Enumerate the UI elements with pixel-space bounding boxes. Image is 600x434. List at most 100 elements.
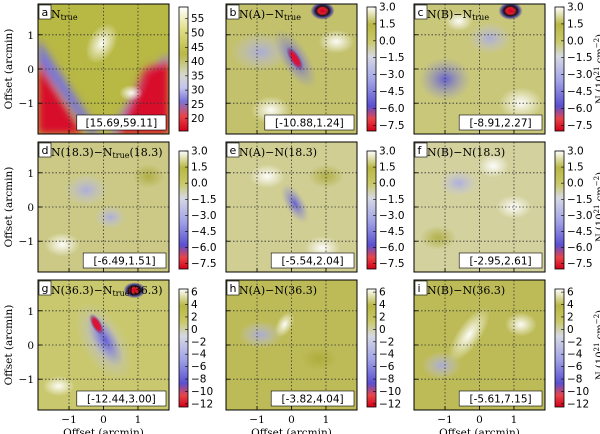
heatmap-blob (307, 164, 344, 189)
colorbar-tick-label: −6 (191, 361, 207, 373)
x-tick-label: 0 (100, 414, 107, 426)
panel-letter: a (42, 6, 49, 19)
colorbar-scale (178, 288, 189, 408)
panel-letter: f (418, 144, 423, 157)
x-tick-label: 1 (135, 414, 142, 426)
heatmap-blob (94, 205, 127, 230)
y-axis-title: Offset (arcmin) (3, 29, 15, 110)
colorbar-tick-label: 3.0 (567, 2, 584, 14)
heatmap-mid-band (108, 53, 169, 134)
panel-title: N(A)−N(18.3) (239, 146, 317, 159)
colorbar-tick-label: 6 (191, 287, 198, 299)
panel-c: c N(B)−Ntrue [-8.91,2.27] 3.0 1.5 0.0 −1.5 −3.0… (413, 2, 600, 135)
colorbar-tick-label: −7.5 (191, 258, 217, 270)
colorbar-scale (366, 6, 377, 132)
x-tick-label: −1 (249, 414, 264, 426)
colorbar-tick-label: 1.5 (567, 18, 584, 30)
colorbar-tick-label: 4 (379, 299, 386, 311)
colorbar-tick-label: 1.5 (379, 162, 396, 174)
colorbar-tick-label: −3.0 (191, 210, 217, 222)
colorbar-tick-label: −4 (379, 349, 395, 361)
heatmap (414, 280, 545, 410)
y-tick-label: 0 (27, 340, 34, 352)
panel-letter: c (418, 6, 424, 19)
colorbar-tick-label: −6 (567, 361, 583, 373)
heatmap-peak (119, 84, 144, 101)
range-label: [-3.82,4.04] (282, 394, 344, 406)
colorbar-tick-label: 0.0 (567, 178, 584, 190)
panel-letter-box (414, 4, 428, 20)
panel-letter: g (42, 282, 49, 295)
heatmap-blob (301, 346, 338, 371)
colorbar-tick-label: 40 (191, 56, 204, 68)
colorbar-tick-label: 0.0 (379, 35, 396, 47)
colorbar-tick-label: −4 (567, 349, 583, 361)
panel-b: b N(A)−Ntrue [-10.88,1.24] 3.0 1.5 0.0 −1.5 −3.… (225, 2, 405, 135)
x-tick-label: 1 (323, 414, 330, 426)
heatmap-min (286, 46, 304, 71)
heatmap-blob (477, 153, 510, 178)
heatmap-blob (419, 57, 472, 102)
heatmap (226, 142, 357, 272)
y-tick-label: 1 (27, 30, 34, 42)
colorbar-scale (178, 150, 189, 270)
y-axis-title: Offset (arcmin) (3, 167, 15, 248)
heatmap-blob (249, 164, 286, 189)
heatmap-blob (64, 173, 109, 206)
range-label-box (458, 390, 543, 407)
colorbar-tick-label: −3.0 (379, 69, 405, 81)
heatmap-blob (318, 29, 355, 54)
colorbar-tick-label: −2 (567, 336, 582, 348)
colorbar: 3.0 1.5 0.0 −1.5 −3.0 −4.5 −6.0 −7.5 (366, 146, 405, 270)
colorbar-tick-label: 1.5 (567, 162, 584, 174)
colorbar-tick-label: 2 (191, 311, 198, 323)
colorbar-tick-label: −7.5 (379, 120, 405, 132)
panel-h: h N(A)−N(36.3)[-3.82,4.04]6420−2−4−6−8−10… (225, 279, 401, 434)
panel-letter-box (414, 142, 428, 158)
heatmap-blob (44, 232, 81, 257)
heatmap-blob (467, 22, 512, 55)
colorbar-tick-label: −6.0 (191, 242, 217, 254)
colorbar-tick-label: 55 (191, 13, 204, 25)
colorbar-tick-label: −12 (379, 398, 401, 410)
heatmap-blob (238, 320, 283, 349)
heatmap-min (498, 4, 523, 20)
colorbar-scale (554, 288, 565, 408)
panel-title: N(A)−N(36.3) (239, 284, 317, 297)
colorbar-tick-label: −12 (567, 398, 589, 410)
colorbar: 3.0 1.5 0.0 −1.5 −3.0 −4.5 −6.0 −7.5 (366, 2, 405, 132)
colorbar-tick-label: −4.5 (567, 86, 593, 98)
heatmap-min (310, 4, 335, 20)
colorbar-tick-label: −10 (191, 386, 213, 398)
panel-letter-box (226, 142, 240, 158)
heatmap-low-region (38, 62, 83, 134)
heatmap (38, 142, 169, 272)
panel-letter: i (418, 282, 421, 295)
panel-i: i N(B)−N(36.3)[-5.61,7.15]6420−2−4−6−8−10… (413, 279, 600, 434)
range-label-box (82, 252, 167, 269)
colorbar-tick-label: 45 (191, 42, 204, 54)
range-label: [-5.54,2.04] (282, 256, 344, 268)
panel-title: N(B)−N(18.3) (427, 146, 505, 159)
colorbar-tick-label: −2 (379, 336, 394, 348)
heatmap-blob (444, 11, 473, 32)
x-tick-label: 0 (476, 414, 483, 426)
colorbar-tick-label: 6 (567, 287, 574, 299)
colorbar-tick-label: −1.5 (191, 194, 217, 206)
colorbar: 55 50 45 40 35 30 25 20 (178, 6, 204, 132)
colorbar-tick-label: −6.0 (379, 103, 405, 115)
panel-letter: h (230, 282, 237, 295)
heatmap (414, 142, 545, 272)
colorbar-tick-label: 30 (191, 85, 204, 97)
colorbar-tick-label: 1.5 (191, 162, 208, 174)
y-tick-label: 0 (27, 202, 34, 214)
colorbar-tick-label: 2 (567, 311, 574, 323)
heatmap-blob (504, 312, 537, 337)
colorbar: 3.0 1.5 0.0 −1.5 −3.0 −4.5 −6.0 −7.5 (554, 146, 593, 270)
colorbar-tick-label: 4 (191, 299, 198, 311)
colorbar-tick-label: −10 (567, 386, 589, 398)
panel-letter-box (414, 280, 428, 296)
panel-a: a Ntrue [15.69,59.11] 55 50 45 40 35 30 25 20 1 0 −1 O… (3, 3, 204, 135)
